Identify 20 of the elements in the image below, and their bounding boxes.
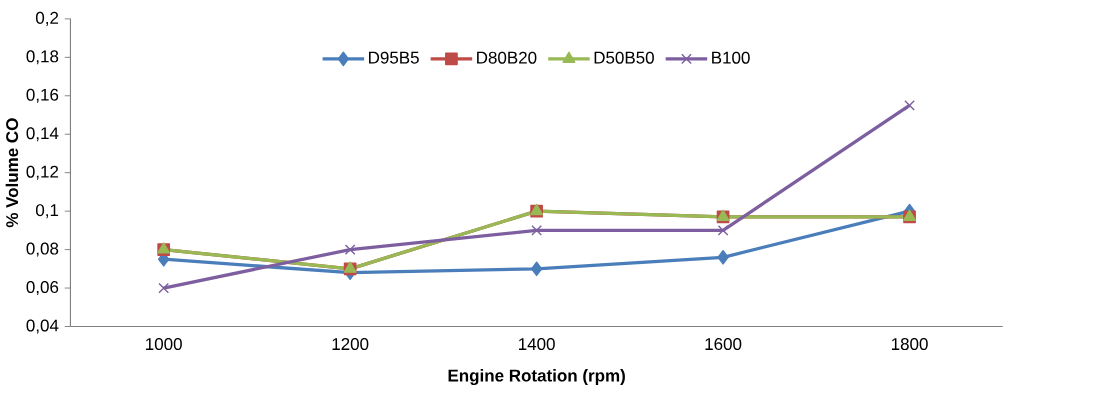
x-tick-label: 1200: [332, 338, 369, 351]
x-tick-label: 1800: [891, 338, 928, 351]
y-tick-label: 0,18: [26, 50, 59, 65]
x-tick-label: 1400: [519, 338, 555, 351]
y-tick-label: 0,08: [26, 242, 59, 257]
legend-label: D80B20: [477, 51, 537, 64]
legend-label: B100: [712, 51, 750, 64]
x-tick-label: 1000: [146, 338, 182, 351]
y-tick-label: 0,2: [35, 11, 59, 26]
y-tick-label: 0,14: [26, 127, 59, 142]
x-tick-label: 1600: [705, 338, 742, 351]
y-tick-label: 0,06: [26, 281, 59, 296]
legend-label: D95B5: [369, 51, 419, 64]
y-tick-label: 0,04: [26, 319, 59, 334]
y-tick-label: 0,16: [26, 88, 59, 103]
y-tick-label: 0,1: [35, 204, 59, 219]
x-axis-title: Engine Rotation (rpm): [448, 369, 625, 386]
legend-label: D50B50: [594, 51, 654, 64]
y-tick-label: 0,12: [26, 165, 59, 180]
y-axis-title: % Volume CO: [5, 118, 19, 228]
